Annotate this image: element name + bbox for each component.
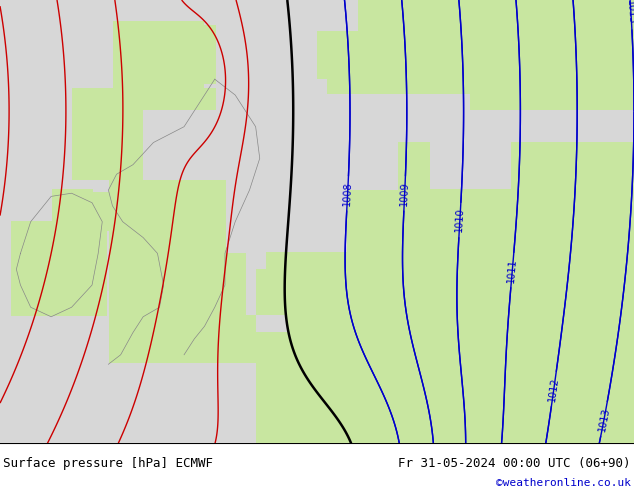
Text: 1011: 1011 (507, 257, 519, 283)
Text: 1012: 1012 (547, 376, 560, 402)
Text: Fr 31-05-2024 00:00 UTC (06+90): Fr 31-05-2024 00:00 UTC (06+90) (398, 458, 631, 470)
Text: 1010: 1010 (454, 208, 465, 233)
Text: 1013: 1013 (625, 0, 634, 25)
Text: Surface pressure [hPa] ECMWF: Surface pressure [hPa] ECMWF (3, 458, 213, 470)
Text: ©weatheronline.co.uk: ©weatheronline.co.uk (496, 478, 631, 488)
Text: 1009: 1009 (399, 181, 410, 206)
Text: 1013: 1013 (597, 406, 611, 432)
Text: 1008: 1008 (342, 181, 353, 206)
